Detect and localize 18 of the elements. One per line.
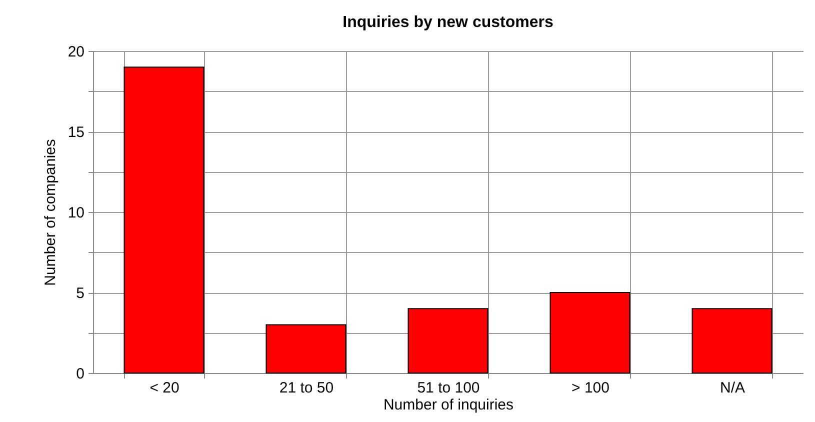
x-tick-label: N/A bbox=[720, 380, 746, 396]
x-tick-label: < 20 bbox=[150, 380, 180, 396]
y-axis-title: Number of companies bbox=[42, 139, 59, 286]
x-tick-label: > 100 bbox=[572, 380, 610, 396]
y-tick-label: 5 bbox=[76, 285, 84, 302]
bar bbox=[692, 308, 772, 374]
y-tick-label: 15 bbox=[68, 124, 84, 141]
y-tick-label: 20 bbox=[68, 44, 84, 60]
y-tick-label: 10 bbox=[68, 204, 84, 222]
y-tick-label: 0 bbox=[76, 366, 84, 382]
bar bbox=[550, 292, 630, 374]
bar bbox=[124, 66, 204, 374]
chart-title: Inquiries by new customers bbox=[342, 14, 554, 31]
x-tick-label: 51 to 100 bbox=[417, 380, 480, 396]
x-tick-label: 21 to 50 bbox=[279, 380, 334, 396]
bar bbox=[266, 324, 346, 374]
bar bbox=[408, 308, 488, 374]
x-axis-title: Number of inquiries bbox=[383, 396, 514, 414]
